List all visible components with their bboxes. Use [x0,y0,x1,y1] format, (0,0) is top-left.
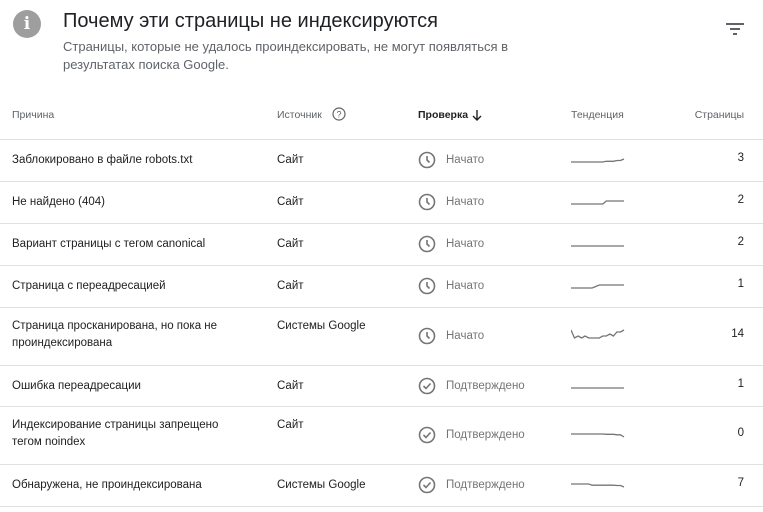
filter-icon[interactable] [726,22,744,36]
table-row[interactable]: Индексирование страницы запрещено тегом … [0,406,763,465]
page-subtitle: Страницы, которые не удалось проиндексир… [63,39,509,72]
trend-sparkline [571,386,624,389]
trend-sparkline [571,245,624,247]
status-text: Начато [446,280,485,292]
table-row[interactable]: Заблокировано в файле robots.txt Сайт На… [0,139,763,182]
svg-text:?: ? [336,110,341,120]
page-title: Почему эти страницы не индексируются [63,10,438,32]
source-text: Сайт [277,238,304,250]
reason-text[interactable]: Не найдено (404) [12,196,105,208]
trend-sparkline [571,158,625,163]
status-text: Начато [446,238,485,250]
divider [0,464,763,465]
divider [0,307,763,308]
column-source[interactable]: Источник [277,109,322,121]
pages-count: 0 [737,427,744,439]
pages-count: 1 [737,377,744,390]
trend-line [571,158,625,163]
reason-text[interactable]: Индексирование страницы запрещено тегом … [12,419,219,448]
status-text: Начато [446,154,485,166]
divider [0,265,763,266]
status-text: Начато [446,330,485,342]
divider [0,406,763,407]
trend-sparkline [571,433,625,438]
help-icon[interactable]: ? [332,107,346,121]
check-circle-icon [418,426,436,444]
trend-line [571,284,624,289]
table-row[interactable]: Страница просканирована, но пока не прои… [0,307,763,366]
status-text: Подтверждено [446,379,525,392]
info-icon: i [13,10,41,38]
column-reason[interactable]: Причина [12,109,55,121]
clock-icon [418,193,436,211]
trend-line [571,329,625,339]
table-row[interactable]: Вариант страницы с тегом canonical Сайт … [0,223,763,266]
table-row[interactable]: Не найдено (404) Сайт Начато 2 [0,181,763,224]
check-circle-icon [418,377,436,394]
trend-sparkline [571,284,624,289]
reason-text[interactable]: Страница с переадресацией [12,280,166,292]
divider [0,181,763,182]
reason-text[interactable]: Страница просканирована, но пока не прои… [12,320,218,349]
source-text: Сайт [277,154,304,166]
trend-sparkline [571,329,625,339]
pages-count: 1 [737,278,744,290]
reason-text[interactable]: Вариант страницы с тегом canonical [12,238,206,250]
arrow-down-icon[interactable] [472,109,482,121]
clock-icon [418,277,436,295]
source-text: Системы Google [277,479,366,491]
trend-sparkline [571,200,624,205]
trend-line [571,200,624,205]
divider [0,223,763,224]
column-pages[interactable]: Страницы [694,109,744,121]
column-check[interactable]: Проверка [418,109,469,121]
source-text: Сайт [277,379,304,392]
reason-text[interactable]: Обнаружена, не проиндексирована [12,479,202,491]
trend-sparkline [571,483,625,488]
clock-icon [418,235,436,253]
divider [0,139,763,140]
clock-icon [418,151,436,169]
status-text: Подтверждено [446,429,525,441]
clock-icon [418,327,436,345]
source-text: Системы Google [277,320,366,332]
source-text: Сайт [277,196,304,208]
divider [0,365,763,366]
trend-line [571,483,625,488]
table-row[interactable]: Ошибка переадресации Сайт Подтверждено 1 [0,365,763,407]
check-circle-icon [418,476,436,494]
pages-count: 3 [737,152,744,164]
trend-line [571,433,625,438]
divider [0,506,763,507]
table-row[interactable]: Обнаружена, не проиндексирована Системы … [0,464,763,507]
status-text: Подтверждено [446,479,525,491]
pages-count: 14 [731,328,744,340]
reason-text[interactable]: Ошибка переадресации [12,379,141,392]
pages-count: 2 [737,194,744,206]
source-text: Сайт [277,280,304,292]
reason-text[interactable]: Заблокировано в файле robots.txt [12,154,193,166]
pages-count: 7 [737,477,744,489]
pages-count: 2 [737,236,744,248]
status-text: Начато [446,196,485,208]
column-trend[interactable]: Тенденция [571,109,624,121]
source-text: Сайт [277,419,304,431]
table-row[interactable]: Страница с переадресацией Сайт Начато 1 [0,265,763,308]
